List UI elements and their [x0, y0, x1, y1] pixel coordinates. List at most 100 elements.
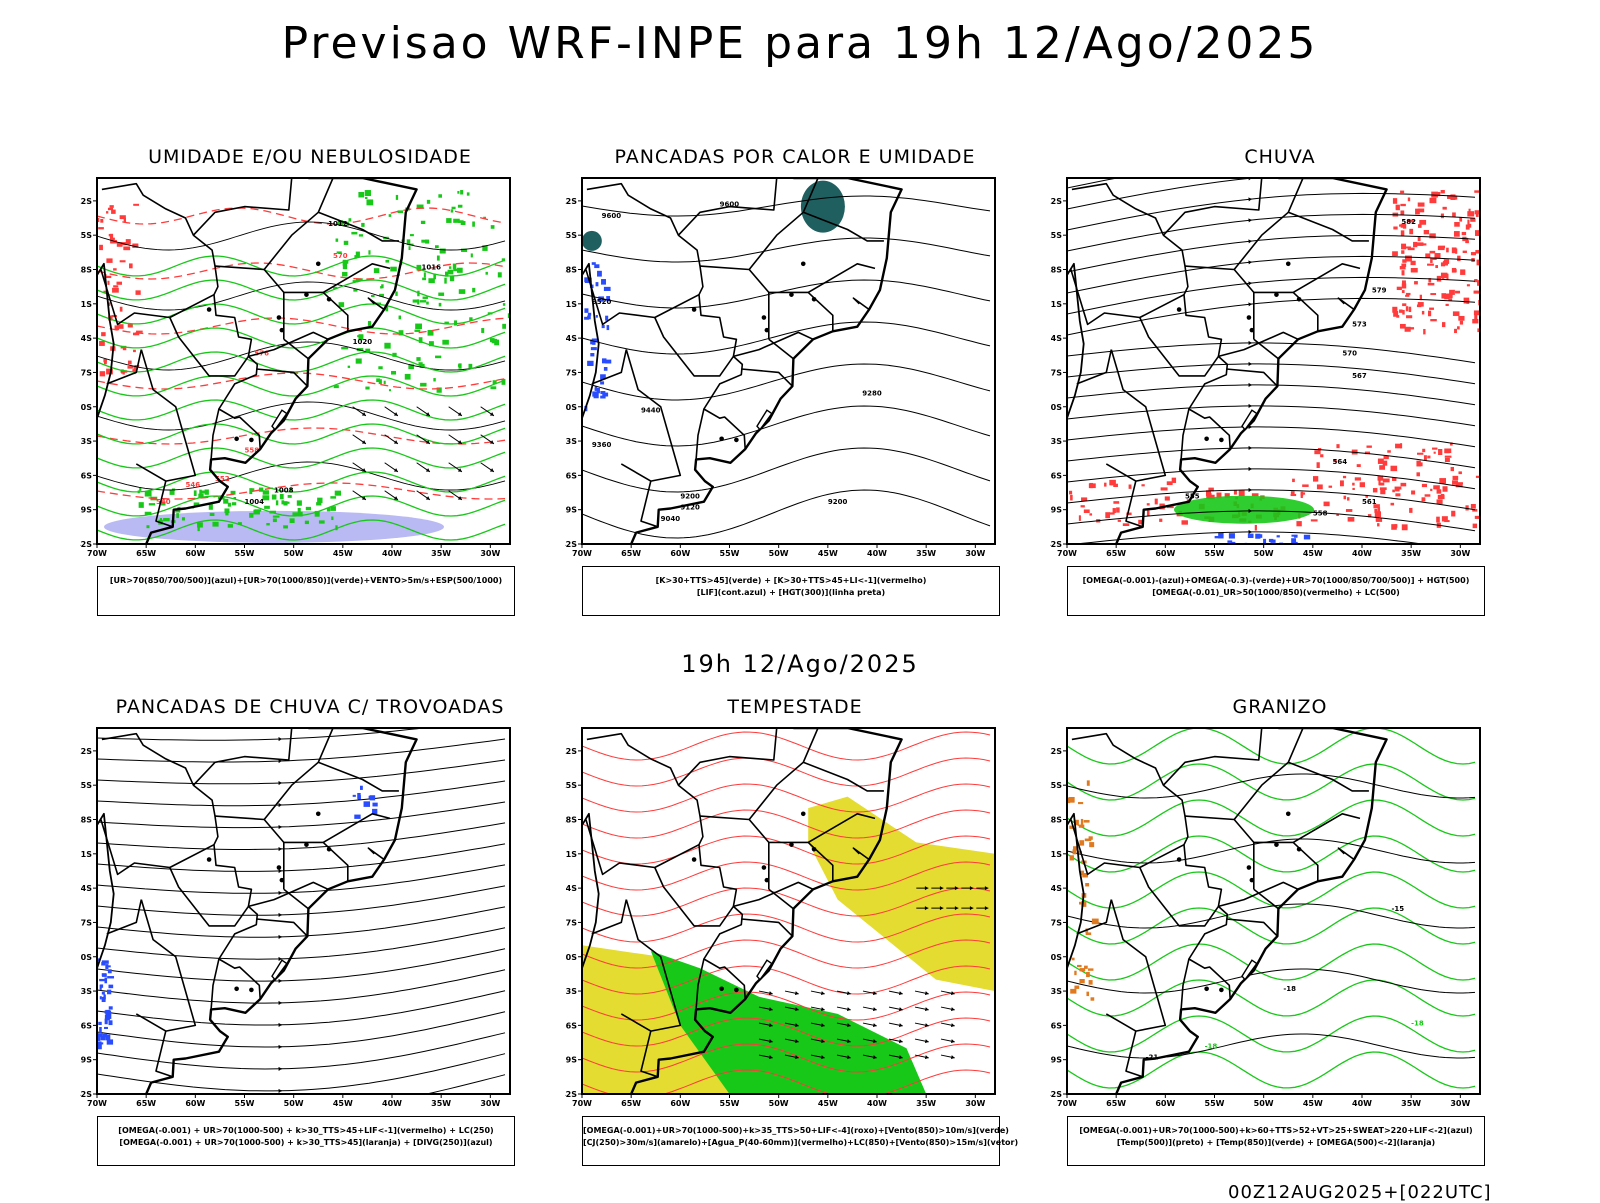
wind-vector — [513, 463, 526, 472]
vector-head — [1248, 260, 1252, 264]
lon-tick-label: 50W — [284, 1099, 304, 1108]
state-border — [803, 762, 884, 791]
rain-area — [1391, 466, 1398, 471]
rain-area — [1416, 461, 1420, 467]
divergence-area — [370, 795, 376, 800]
lake-spot — [765, 328, 770, 333]
rain-omega-blue — [1304, 535, 1310, 540]
rain-area — [1416, 472, 1419, 476]
rain-area — [1377, 523, 1379, 526]
contour-label: -18 — [1205, 1042, 1218, 1050]
rain-area — [1435, 265, 1438, 268]
panel-title: CHUVA — [1050, 146, 1510, 168]
geo-wrap — [97, 178, 417, 544]
rain-area — [1453, 311, 1460, 316]
rain-area — [1419, 220, 1426, 225]
coastline — [1116, 178, 1386, 544]
thickness-red — [100, 371, 105, 376]
state-border — [1254, 842, 1318, 881]
lif-contour — [587, 361, 593, 366]
state-border — [156, 1031, 173, 1077]
temp850-contour — [1067, 908, 1475, 944]
lake-spot — [1250, 878, 1255, 883]
vector-head — [899, 1039, 903, 1043]
contour-label: 573 — [1352, 321, 1367, 329]
rain-area — [1467, 220, 1469, 225]
humidity-low-levels — [336, 239, 339, 242]
rain-area — [1378, 459, 1384, 464]
streamline — [1067, 469, 1475, 489]
state-border — [700, 816, 769, 889]
humidity-low-levels — [460, 190, 463, 194]
state-border — [1254, 339, 1279, 358]
streamline — [97, 802, 505, 828]
contour-label: 546 — [186, 481, 201, 489]
andes-border — [1067, 264, 1084, 418]
humidity-low-levels — [384, 381, 386, 384]
lat-tick-label: 30S — [1050, 403, 1062, 412]
state-border — [769, 889, 794, 908]
map-canvas: -15-18-21-18-1812S15S18S21S24S27S30S33S3… — [1050, 726, 1510, 1136]
rain-area — [1296, 521, 1301, 526]
rain-area — [1491, 298, 1493, 303]
lake-spot — [762, 865, 767, 870]
lake-spot — [234, 436, 239, 441]
humidity-low-levels — [194, 490, 197, 496]
precipitable-water-contour — [582, 732, 990, 760]
rain-area — [1441, 273, 1447, 278]
rain-area — [1392, 251, 1398, 256]
lat-tick-label: 33S — [1050, 437, 1062, 446]
lake-spot — [762, 315, 767, 320]
divergence-area — [108, 985, 113, 989]
lat-tick-label: 30S — [80, 403, 92, 412]
lat-tick-label: 21S — [1050, 850, 1062, 859]
rain-area — [1446, 248, 1449, 253]
humidity-low-levels — [283, 501, 287, 505]
rain-area — [1473, 524, 1477, 529]
rain-area — [1344, 496, 1347, 500]
lake-spot — [719, 986, 724, 991]
lat-tick-label: 30S — [565, 403, 577, 412]
thickness-red — [113, 285, 118, 287]
instability-area — [582, 231, 602, 251]
lon-tick-label: 65W — [136, 1099, 156, 1108]
vector-head — [925, 1007, 929, 1011]
panel-title: UMIDADE E/OU NEBULOSIDADE — [80, 146, 540, 168]
rain-area — [1402, 280, 1406, 284]
humidity-low-levels — [448, 270, 454, 275]
lat-tick-label: 24S — [80, 334, 92, 343]
lake-spot — [1286, 811, 1291, 816]
humidity-low-levels — [376, 378, 380, 382]
humidity-low-levels — [502, 324, 506, 329]
humidity-contour — [97, 280, 505, 300]
lake-spot — [207, 857, 212, 862]
omega500-area — [1086, 992, 1089, 996]
state-border — [1338, 848, 1354, 859]
lake-spot — [304, 292, 309, 297]
lake-spot — [1250, 328, 1255, 333]
panel-granizo: GRANIZO -15-18-21-18-1812S15S18S21S24S27… — [1050, 696, 1510, 1176]
rain-area — [1405, 327, 1411, 332]
humidity-low-levels — [356, 252, 360, 258]
humidity-low-levels — [453, 264, 456, 270]
humidity-low-levels — [223, 499, 228, 504]
lat-tick-label: 30S — [80, 953, 92, 962]
rain-area — [1373, 488, 1377, 492]
lake-spot — [692, 857, 697, 862]
humidity-contour — [97, 352, 505, 372]
lake-spot — [789, 842, 794, 847]
lon-tick-label: 50W — [284, 549, 304, 558]
rain-area — [1494, 205, 1501, 210]
humidity-low-levels — [290, 518, 295, 523]
state-border — [1163, 178, 1261, 235]
humidity-low-levels — [212, 522, 218, 527]
thickness-red — [127, 366, 132, 369]
rain-area — [1081, 505, 1085, 507]
lat-tick-label: 21S — [80, 850, 92, 859]
lon-tick-label: 60W — [670, 549, 690, 558]
legend-umidade: [UR>70(850/700/500)](azul)+[UR>70(1000/8… — [97, 566, 515, 616]
contour-label: 564 — [1333, 458, 1348, 466]
lon-tick-label: 30W — [1450, 1099, 1470, 1108]
legend-line: [OMEGA(-0.001)-(azul)+OMEGA(-0.3)-(verde… — [1068, 575, 1484, 587]
lat-tick-label: 30S — [1050, 953, 1062, 962]
